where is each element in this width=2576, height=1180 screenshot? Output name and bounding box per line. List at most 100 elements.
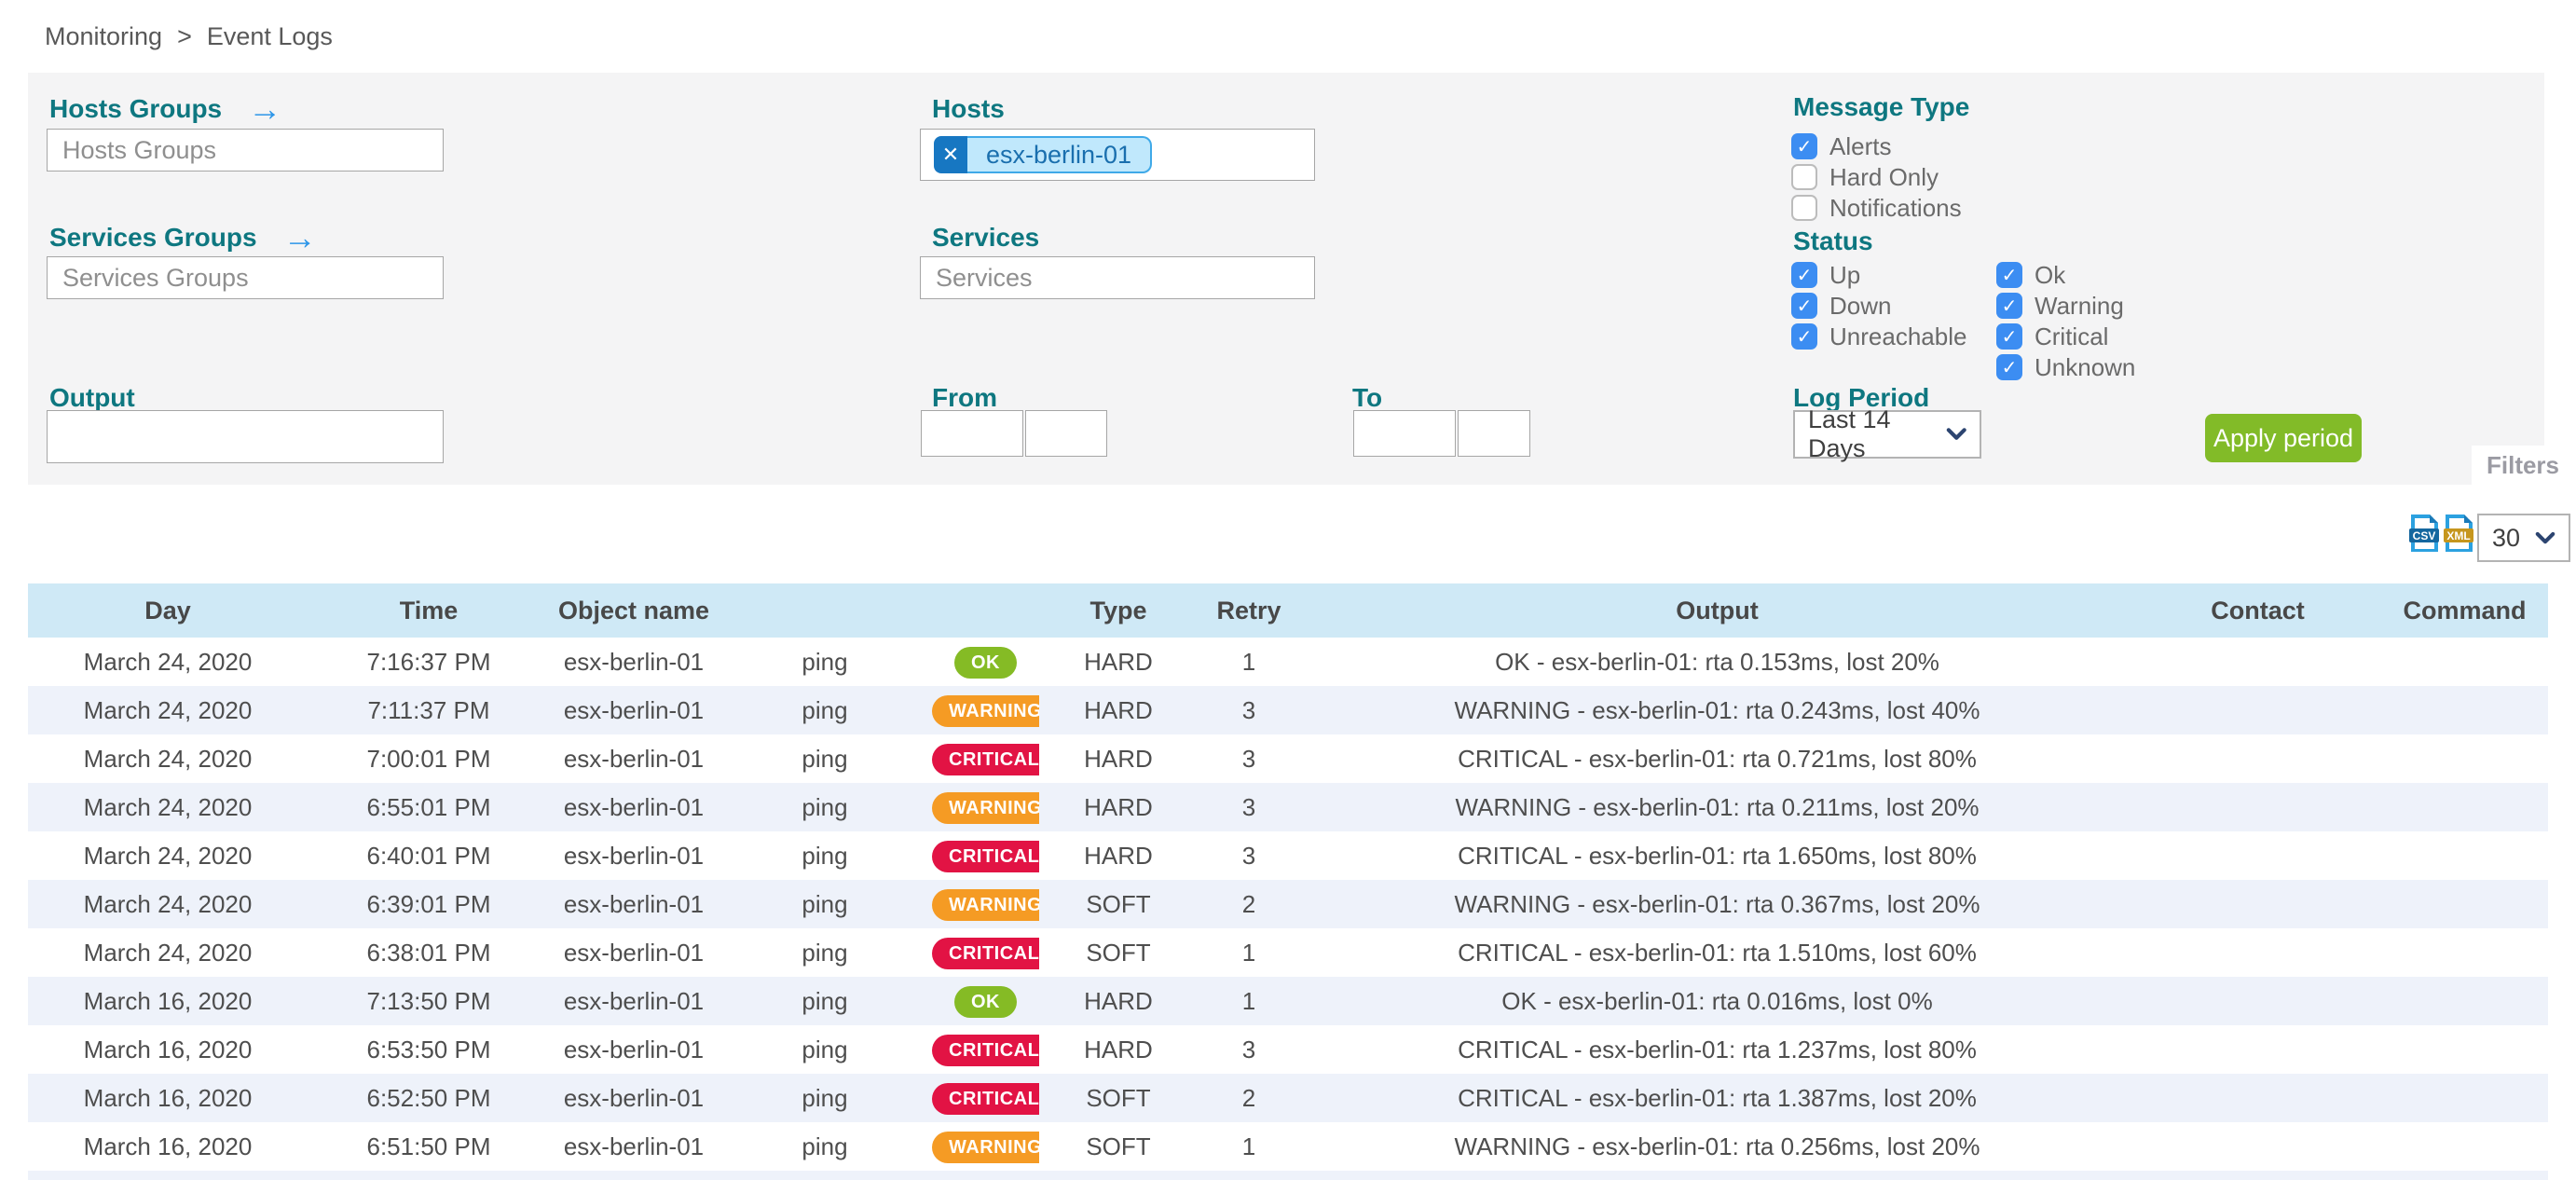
cell-object: esx-berlin-01 — [563, 1132, 705, 1160]
cell-time: 6:51:50 PM — [366, 1132, 491, 1160]
checkbox-unknown[interactable]: ✓ — [1996, 354, 2022, 380]
checkbox-label: Hard Only — [1829, 162, 1939, 191]
checkbox-label: Alerts — [1829, 131, 1892, 160]
cell-type: SOFT — [1039, 1074, 1198, 1122]
column-header-object-name: Object name — [550, 583, 718, 638]
column-header-time: Time — [308, 583, 550, 638]
checkbox-label: Ok — [2035, 260, 2066, 289]
status-warning: ✓ Warning — [1996, 292, 2135, 320]
xml-export-icon[interactable]: XML — [2444, 514, 2473, 553]
column-header-command: Command — [2381, 583, 2548, 638]
output-input[interactable] — [47, 410, 444, 463]
services-label: Services — [932, 223, 1040, 252]
cell-day: March 16, 2020 — [83, 1035, 253, 1063]
checkbox-notifications[interactable] — [1791, 195, 1817, 221]
cell-time: 6:52:50 PM — [308, 1074, 550, 1122]
cell-status: OK — [932, 638, 1039, 686]
services-groups-input[interactable] — [47, 256, 444, 299]
hosts-label: Hosts — [932, 94, 1005, 123]
cell-output: CRITICAL - esx-berlin-01: rta 1.650ms, l… — [1458, 841, 1977, 870]
checkbox-warning[interactable]: ✓ — [1996, 293, 2022, 319]
cell-time: 6:39:01 PM — [308, 880, 550, 928]
cell-retry: 3 — [1241, 1035, 1256, 1063]
table-header-row: Day Time Object name Type Retry Output Contact… — [28, 583, 2548, 638]
status-ok: ✓ Ok — [1996, 261, 2135, 289]
cell-output: WARNING - esx-berlin-01: rta 0.211ms, lo… — [1300, 783, 2134, 831]
table-row: March 24, 2020 6:40:01 PM esx-berlin-01 pin… — [28, 831, 2548, 880]
log-period-select[interactable]: Last 14 Days — [1793, 405, 1981, 462]
cell-retry: 2 — [1198, 1074, 1300, 1122]
status-badge: CRITICAL — [932, 937, 1039, 969]
cell-type: SOFT — [1086, 938, 1151, 967]
checkbox-label: Unreachable — [1829, 322, 1967, 350]
status-badge: WARNING — [932, 888, 1039, 921]
cell-object: esx-berlin-01 — [563, 1035, 705, 1063]
cell-retry: 3 — [1198, 686, 1300, 734]
checkbox-up[interactable]: ✓ — [1791, 262, 1817, 288]
cell-time: 7:13:50 PM — [308, 977, 550, 1025]
arrow-right-icon[interactable]: → — [282, 218, 317, 256]
column-header-empty — [932, 583, 1039, 638]
to-time-input[interactable] — [1458, 410, 1530, 457]
table-row: March 24, 2020 6:38:01 PM esx-berlin-01 pin… — [28, 928, 2548, 977]
cell-time: 6:40:01 PM — [366, 841, 491, 870]
cell-output: WARNING - esx-berlin-01: rta 0.256ms, lo… — [1454, 1132, 1980, 1160]
checkbox-down[interactable]: ✓ — [1791, 293, 1817, 319]
message-type-alerts: ✓ Alerts — [1791, 132, 1962, 160]
breadcrumb-monitoring[interactable]: Monitoring — [45, 22, 163, 50]
cell-command — [2381, 783, 2548, 831]
from-label: From — [932, 383, 997, 412]
cell-output: WARNING - esx-berlin-01: rta 0.243ms, lo… — [1300, 686, 2134, 734]
breadcrumb: Monitoring > Event Logs — [45, 22, 333, 51]
apply-period-button[interactable]: Apply period — [2205, 414, 2362, 462]
cell-contact — [2134, 880, 2381, 928]
cell-service: ping — [718, 977, 932, 1025]
page-size-select[interactable]: 30 — [2477, 514, 2570, 562]
status-badge: WARNING — [932, 694, 1039, 727]
cell-output: OK - esx-berlin-01: rta 0.153ms, lost 20… — [1495, 647, 1939, 676]
hosts-groups-input[interactable] — [47, 129, 444, 172]
breadcrumb-event-logs[interactable]: Event Logs — [206, 22, 333, 50]
status-label: Status — [1793, 226, 1873, 255]
services-input[interactable] — [920, 256, 1315, 299]
checkbox-unreachable[interactable]: ✓ — [1791, 323, 1817, 350]
chip-remove-button[interactable]: ✕ — [934, 136, 967, 173]
table-row: March 24, 2020 7:11:37 PM esx-berlin-01 pin… — [28, 686, 2548, 734]
hosts-input[interactable]: ✕ esx-berlin-01 — [920, 129, 1315, 181]
cell-time: 6:53:50 PM — [366, 1035, 491, 1063]
cell-contact — [2134, 686, 2381, 734]
cell-contact — [2134, 831, 2381, 880]
cell-day: March 16, 2020 — [28, 1074, 308, 1122]
cell-service: ping — [718, 783, 932, 831]
cell-output: CRITICAL - esx-berlin-01: rta 1.237ms, l… — [1458, 1035, 1977, 1063]
checkbox-alerts[interactable]: ✓ — [1791, 133, 1817, 159]
status-options-service: ✓ Ok ✓ Warning ✓ Critical ✓ Unknown — [1996, 261, 2135, 381]
message-type-options: ✓ Alerts Hard Only Notifications — [1791, 132, 1962, 222]
cell-type: HARD — [1084, 1035, 1153, 1063]
cell-type: SOFT — [1086, 1132, 1151, 1160]
arrow-right-icon[interactable]: → — [248, 89, 282, 128]
checkbox-ok[interactable]: ✓ — [1996, 262, 2022, 288]
cell-contact — [2134, 1025, 2381, 1074]
checkbox-hard-only[interactable] — [1791, 164, 1817, 190]
cell-status: CRITICAL — [932, 831, 1039, 880]
cell-object: esx-berlin-01 — [550, 880, 718, 928]
csv-export-icon[interactable]: CSV — [2409, 514, 2439, 553]
to-date-input[interactable] — [1353, 410, 1456, 457]
cell-command — [2381, 977, 2548, 1025]
cell-contact — [2134, 783, 2381, 831]
filters-tab[interactable]: Filters — [2472, 446, 2574, 485]
cell-object: esx-berlin-01 — [550, 1074, 718, 1122]
cell-service: ping — [802, 841, 848, 870]
status-badge: CRITICAL — [932, 743, 1039, 775]
column-header-output: Output — [1300, 583, 2134, 638]
cell-command — [2381, 1122, 2548, 1171]
from-date-input[interactable] — [921, 410, 1023, 457]
checkbox-critical[interactable]: ✓ — [1996, 323, 2022, 350]
cell-service: ping — [802, 938, 848, 967]
status-unreachable: ✓ Unreachable — [1791, 322, 1966, 350]
host-chip: ✕ esx-berlin-01 — [934, 136, 1153, 173]
from-time-input[interactable] — [1025, 410, 1107, 457]
cell-time: 6:55:01 PM — [308, 783, 550, 831]
